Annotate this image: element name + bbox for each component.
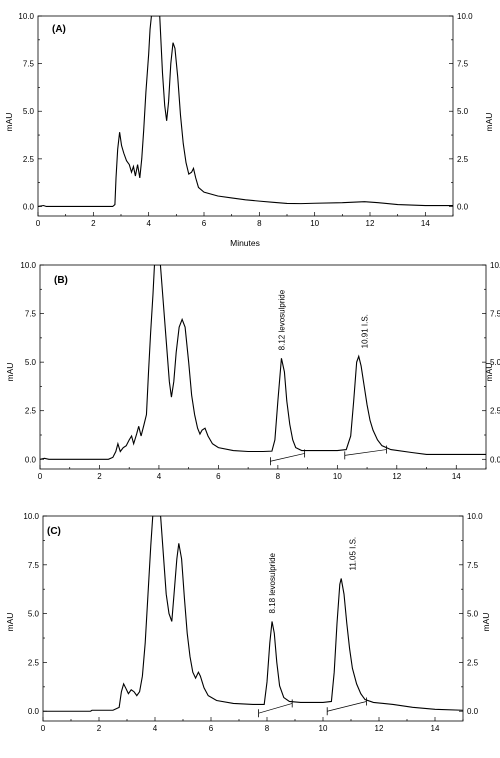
x-tick-label: 12 bbox=[392, 472, 401, 481]
y-tick-label-left: 2.5 bbox=[23, 155, 35, 164]
y-tick-label-left: 10.0 bbox=[20, 261, 36, 270]
y-tick-label-left: 5.0 bbox=[23, 107, 35, 116]
y-tick-label-left: 7.5 bbox=[23, 60, 35, 69]
y-tick-label-left: 10.0 bbox=[18, 12, 34, 21]
y-tick-label-right: 10.0 bbox=[467, 512, 483, 521]
x-tick-label: 6 bbox=[202, 219, 207, 228]
panel-label: (A) bbox=[52, 24, 66, 35]
peak-baseline bbox=[327, 701, 367, 712]
plot-frame bbox=[42, 515, 464, 722]
y-tick-label-right: 5.0 bbox=[490, 358, 500, 367]
panel-label: (B) bbox=[54, 275, 68, 286]
x-tick-label: 4 bbox=[146, 219, 151, 228]
x-tick-label: 2 bbox=[97, 472, 102, 481]
chromatogram-trace bbox=[38, 16, 453, 208]
peak-baseline bbox=[270, 453, 305, 462]
y-axis-title-right: mAU bbox=[484, 363, 494, 382]
y-tick-label-right: 10.0 bbox=[490, 261, 500, 270]
x-tick-label: 10 bbox=[310, 219, 319, 228]
x-tick-label: 10 bbox=[333, 472, 342, 481]
x-tick-label: 6 bbox=[216, 472, 221, 481]
y-tick-label-right: 0.0 bbox=[490, 455, 500, 464]
x-tick-label: 2 bbox=[91, 219, 96, 228]
plot-frame bbox=[39, 264, 487, 470]
y-tick-label-right: 7.5 bbox=[467, 561, 479, 570]
y-tick-label-left: 7.5 bbox=[28, 561, 40, 570]
x-tick-label: 12 bbox=[366, 219, 375, 228]
x-tick-label: 0 bbox=[38, 472, 43, 481]
plot-frame bbox=[37, 15, 454, 217]
x-tick-label: 6 bbox=[209, 724, 214, 733]
y-tick-label-left: 0.0 bbox=[28, 707, 40, 716]
x-tick-label: 8 bbox=[257, 219, 262, 228]
y-axis-title-right: mAU bbox=[484, 113, 494, 132]
y-tick-label-right: 2.5 bbox=[490, 407, 500, 416]
panel-label: (C) bbox=[47, 526, 61, 537]
axis-ticks: 0 2 4 6 8 10 12 14 0.0 0.0 2.5 2.5 5.0 5.0 7.5 7.5 10.0 1… bbox=[23, 512, 483, 733]
peak-annotation: 10.91 I.S. bbox=[360, 314, 369, 348]
peak-baseline bbox=[344, 449, 387, 456]
panel-b: 0 2 4 6 8 10 12 14 0.0 0.0 2.5 2.5 5.0 5.0 7.5 7.5 10.0 1… bbox=[5, 261, 500, 481]
y-tick-label-right: 5.0 bbox=[457, 107, 469, 116]
x-tick-label: 2 bbox=[97, 724, 102, 733]
y-tick-label-left: 7.5 bbox=[25, 310, 37, 319]
annotation-marks bbox=[258, 697, 367, 718]
y-tick-label-left: 0.0 bbox=[25, 455, 37, 464]
y-tick-label-right: 2.5 bbox=[467, 658, 479, 667]
x-tick-label: 0 bbox=[36, 219, 41, 228]
y-axis-title-right: mAU bbox=[481, 613, 491, 632]
x-tick-label: 10 bbox=[319, 724, 328, 733]
chromatogram-trace bbox=[40, 265, 486, 460]
y-tick-label-left: 10.0 bbox=[23, 512, 39, 521]
x-tick-label: 14 bbox=[452, 472, 461, 481]
y-axis-title-left: mAU bbox=[5, 613, 15, 632]
x-axis-title: Minutes bbox=[230, 238, 260, 248]
peak-annotation: 8.12 levosulpride bbox=[277, 289, 286, 350]
x-tick-label: 4 bbox=[157, 472, 162, 481]
chromatogram-trace bbox=[43, 516, 463, 712]
x-tick-label: 14 bbox=[431, 724, 440, 733]
y-tick-label-left: 5.0 bbox=[28, 610, 40, 619]
x-tick-label: 12 bbox=[375, 724, 384, 733]
peak-annotation: 8.18 levosulpride bbox=[268, 552, 277, 613]
peak-baseline bbox=[258, 703, 293, 714]
y-tick-label-right: 2.5 bbox=[457, 155, 469, 164]
y-tick-label-left: 2.5 bbox=[25, 407, 37, 416]
axis-ticks: 0 2 4 6 8 10 12 14 0.0 0.0 2.5 2.5 5.0 5.0 7.5 7.5 10.0 1… bbox=[20, 261, 500, 481]
x-tick-label: 14 bbox=[421, 219, 430, 228]
y-tick-label-right: 5.0 bbox=[467, 610, 479, 619]
x-tick-label: 8 bbox=[276, 472, 281, 481]
y-tick-label-right: 10.0 bbox=[457, 12, 473, 21]
axis-ticks: 0 2 4 6 8 10 12 14 0.0 0.0 2.5 2.5 5.0 5.0 7.5 7.5 10.0 1… bbox=[18, 12, 473, 228]
panel-c: 0 2 4 6 8 10 12 14 0.0 0.0 2.5 2.5 5.0 5.0 7.5 7.5 10.0 1… bbox=[5, 512, 491, 733]
y-axis-title-left: mAU bbox=[5, 363, 15, 382]
x-tick-label: 4 bbox=[153, 724, 158, 733]
x-tick-label: 8 bbox=[265, 724, 270, 733]
y-tick-label-right: 7.5 bbox=[457, 60, 469, 69]
peak-annotation: 11.05 I.S. bbox=[348, 537, 357, 571]
y-tick-label-right: 0.0 bbox=[467, 707, 479, 716]
y-tick-label-left: 2.5 bbox=[28, 658, 40, 667]
x-tick-label: 0 bbox=[41, 724, 46, 733]
y-tick-label-right: 7.5 bbox=[490, 310, 500, 319]
y-tick-label-right: 0.0 bbox=[457, 202, 469, 211]
annotation-marks bbox=[270, 445, 387, 466]
panel-a: 0 2 4 6 8 10 12 14 0.0 0.0 2.5 2.5 5.0 5.0 7.5 7.5 10.0 1… bbox=[4, 12, 494, 248]
y-tick-label-left: 5.0 bbox=[25, 358, 37, 367]
y-tick-label-left: 0.0 bbox=[23, 202, 35, 211]
y-axis-title-left: mAU bbox=[4, 113, 14, 132]
